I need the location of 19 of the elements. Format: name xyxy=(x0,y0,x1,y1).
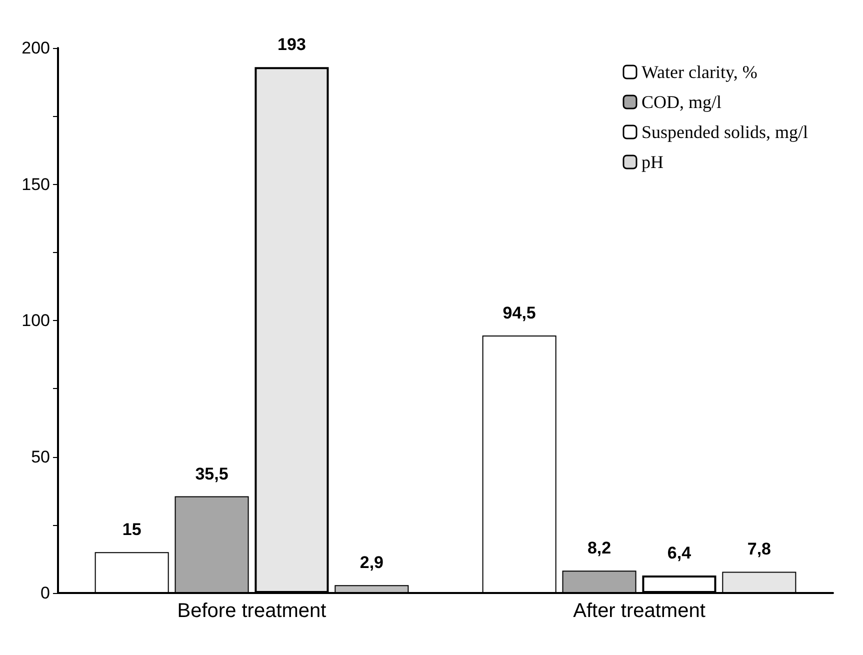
y-tick-label: 0 xyxy=(40,584,50,602)
y-tick-label: 100 xyxy=(22,311,50,330)
data-label: 15 xyxy=(122,520,142,540)
data-label: 8,2 xyxy=(587,538,612,558)
x-tick-label: Before treatment xyxy=(177,600,327,622)
data-label: 35,5 xyxy=(195,464,228,484)
data-label: 2,9 xyxy=(360,553,384,572)
legend-label: pH xyxy=(641,152,664,172)
y-tick-label: 150 xyxy=(22,174,50,194)
data-label: 94,5 xyxy=(502,303,536,322)
legend-label: Suspended solids, mg/l xyxy=(641,122,808,142)
data-label: 6,4 xyxy=(667,544,692,563)
legend-label: COD, mg/l xyxy=(641,92,722,112)
x-tick-label: After treatment xyxy=(573,600,706,622)
y-tick-label: 200 xyxy=(22,38,50,58)
data-label: 193 xyxy=(278,35,306,54)
y-tick-label: 50 xyxy=(31,447,50,466)
data-label: 7,8 xyxy=(747,540,771,559)
legend-label: Water clarity, % xyxy=(641,62,758,82)
